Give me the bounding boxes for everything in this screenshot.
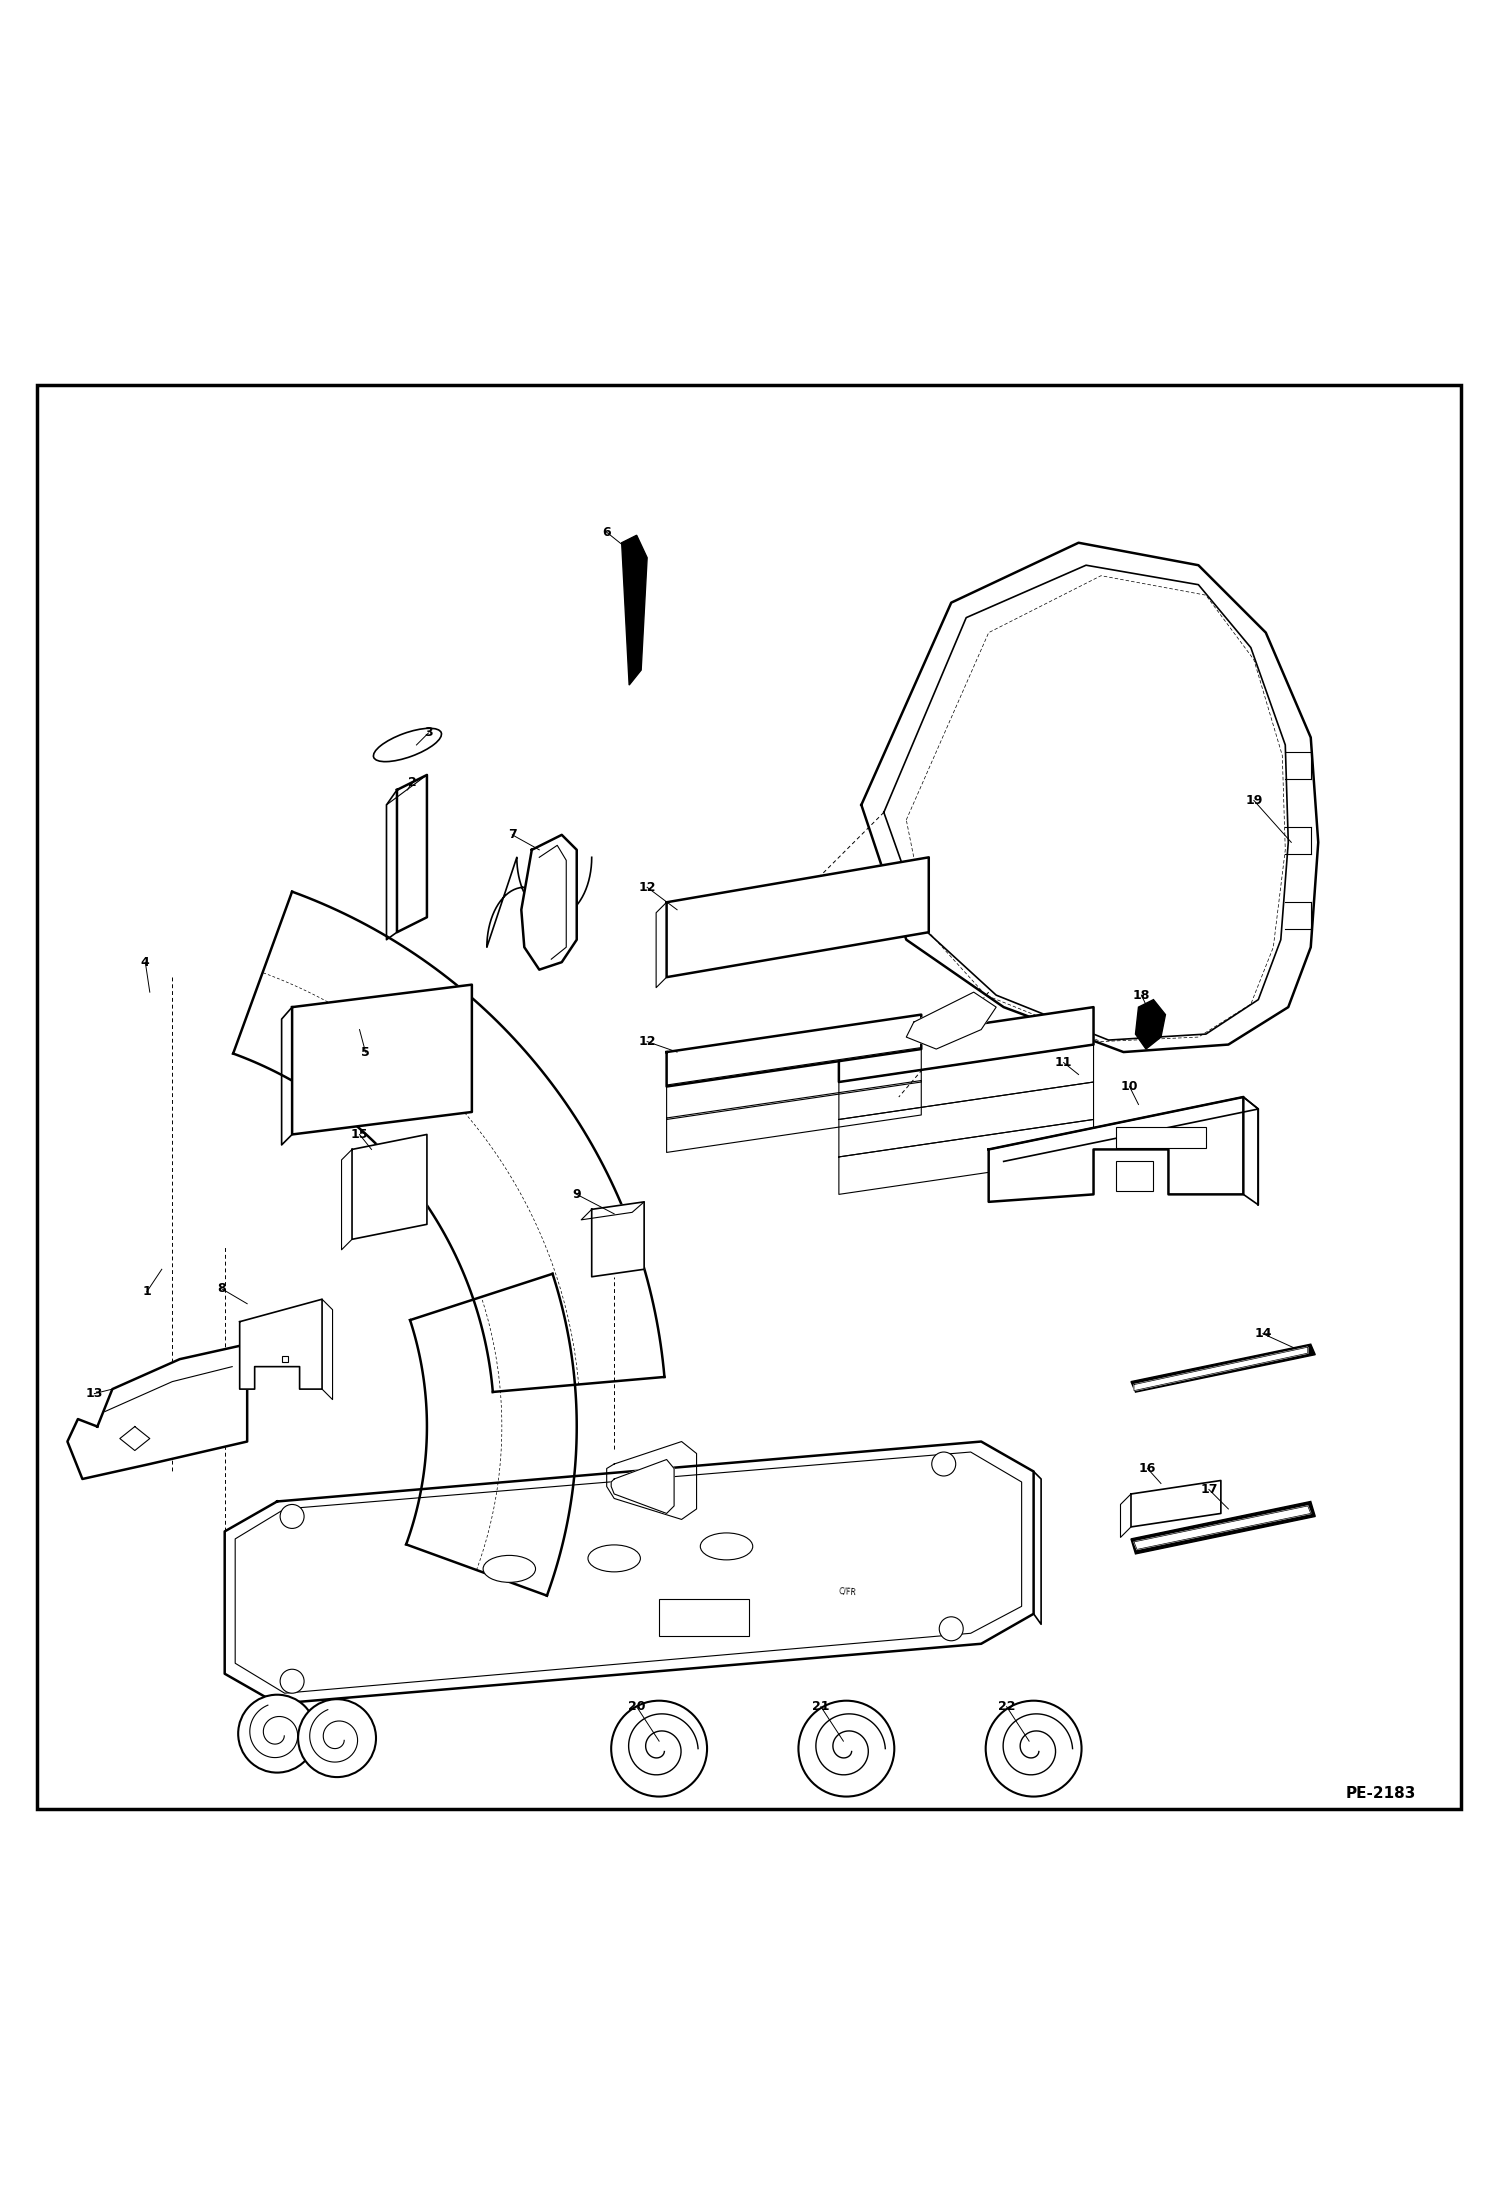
Polygon shape bbox=[1134, 1347, 1308, 1391]
Text: 2: 2 bbox=[407, 777, 416, 790]
Text: 1: 1 bbox=[142, 1286, 151, 1299]
Circle shape bbox=[986, 1700, 1082, 1797]
Ellipse shape bbox=[587, 1545, 641, 1571]
Polygon shape bbox=[397, 774, 427, 932]
Polygon shape bbox=[1131, 1345, 1315, 1393]
Text: 7: 7 bbox=[508, 829, 517, 840]
Polygon shape bbox=[1131, 1501, 1315, 1553]
Text: 4: 4 bbox=[141, 957, 150, 970]
Polygon shape bbox=[667, 1014, 921, 1086]
Polygon shape bbox=[240, 1299, 322, 1389]
Text: 6: 6 bbox=[602, 527, 611, 540]
Text: 22: 22 bbox=[998, 1700, 1016, 1714]
Circle shape bbox=[939, 1617, 963, 1641]
Text: 15: 15 bbox=[351, 1128, 369, 1141]
Bar bbox=[1116, 1161, 1153, 1191]
Text: 19: 19 bbox=[1245, 794, 1263, 807]
Ellipse shape bbox=[700, 1534, 752, 1560]
Text: 20: 20 bbox=[628, 1700, 646, 1714]
Text: C/FR: C/FR bbox=[839, 1586, 857, 1597]
Circle shape bbox=[238, 1694, 316, 1773]
Polygon shape bbox=[839, 1007, 1094, 1082]
Text: PE-2183: PE-2183 bbox=[1345, 1786, 1416, 1801]
Text: 9: 9 bbox=[572, 1187, 581, 1200]
Text: 8: 8 bbox=[217, 1281, 226, 1294]
Text: 10: 10 bbox=[1121, 1079, 1138, 1093]
Text: 11: 11 bbox=[1055, 1055, 1073, 1068]
Polygon shape bbox=[292, 985, 472, 1134]
Polygon shape bbox=[906, 992, 996, 1049]
Text: 3: 3 bbox=[424, 726, 433, 739]
Text: 17: 17 bbox=[1200, 1483, 1218, 1496]
Text: 12: 12 bbox=[638, 1036, 656, 1049]
Text: 13: 13 bbox=[85, 1387, 103, 1400]
Circle shape bbox=[280, 1505, 304, 1529]
Polygon shape bbox=[67, 1345, 247, 1479]
Text: 5: 5 bbox=[361, 1047, 370, 1058]
Polygon shape bbox=[592, 1202, 644, 1277]
Text: 18: 18 bbox=[1132, 989, 1150, 1003]
Text: 14: 14 bbox=[1254, 1327, 1272, 1341]
Polygon shape bbox=[622, 535, 647, 685]
Ellipse shape bbox=[373, 728, 442, 761]
Text: 12: 12 bbox=[638, 880, 656, 893]
Polygon shape bbox=[1131, 1481, 1221, 1527]
Text: 16: 16 bbox=[1138, 1461, 1156, 1474]
Circle shape bbox=[280, 1670, 304, 1694]
Circle shape bbox=[298, 1698, 376, 1777]
Polygon shape bbox=[352, 1134, 427, 1240]
Polygon shape bbox=[1134, 1505, 1311, 1549]
Polygon shape bbox=[1135, 1000, 1165, 1049]
Polygon shape bbox=[611, 1459, 674, 1514]
Polygon shape bbox=[667, 858, 929, 976]
Polygon shape bbox=[521, 836, 577, 970]
Ellipse shape bbox=[482, 1556, 536, 1582]
Circle shape bbox=[611, 1700, 707, 1797]
Circle shape bbox=[798, 1700, 894, 1797]
Polygon shape bbox=[861, 542, 1318, 1053]
Polygon shape bbox=[989, 1097, 1243, 1202]
Text: 21: 21 bbox=[812, 1700, 830, 1714]
Bar bbox=[1116, 1128, 1206, 1147]
Circle shape bbox=[932, 1452, 956, 1477]
Bar bbox=[659, 1599, 749, 1637]
Polygon shape bbox=[225, 1441, 1034, 1705]
